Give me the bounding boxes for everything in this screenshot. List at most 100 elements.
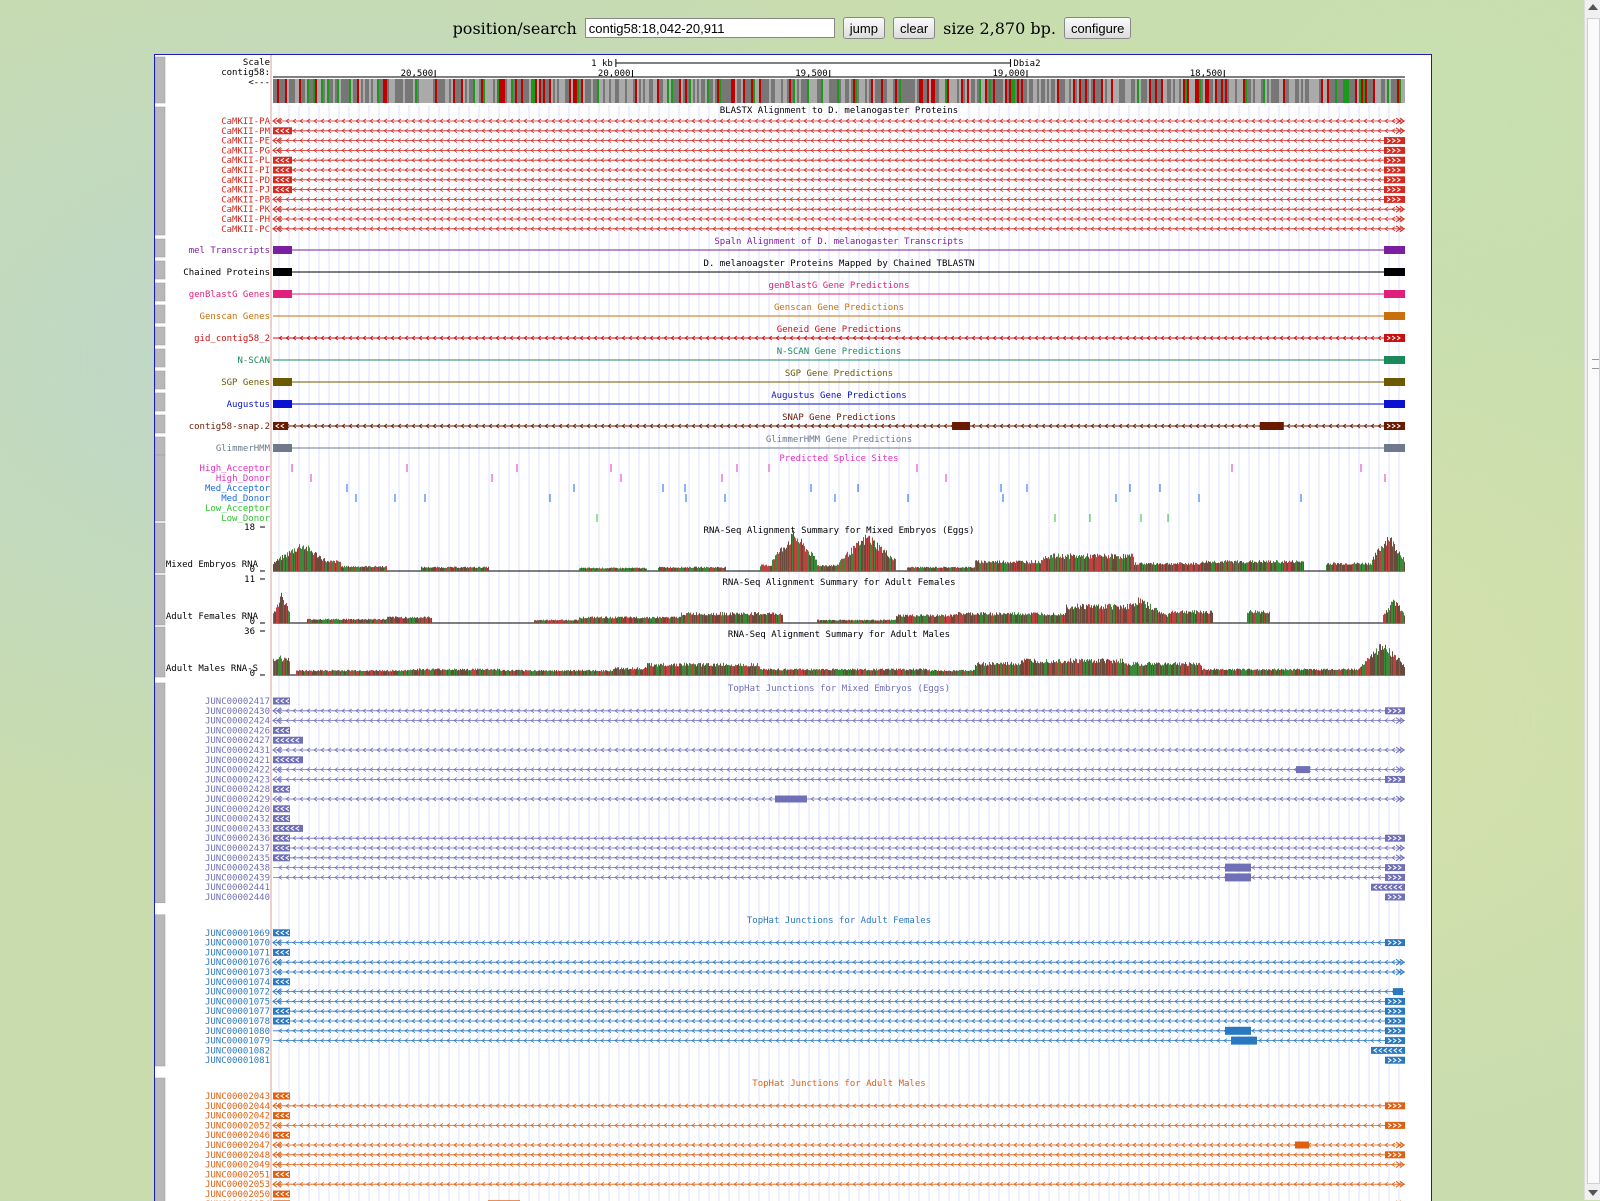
rnaseq-bar <box>573 670 574 675</box>
rnaseq-bar <box>943 567 944 571</box>
rnaseq-bar <box>350 671 351 675</box>
rnaseq-bar <box>993 615 994 623</box>
rnaseq-bar <box>771 566 772 571</box>
rnaseq-bar <box>1398 553 1399 571</box>
rnaseq-bar <box>1176 613 1177 623</box>
rnaseq-bar <box>996 663 997 675</box>
scroll-down-arrow-icon[interactable] <box>1588 1190 1598 1196</box>
rnaseq-bar <box>1054 615 1055 623</box>
rnaseq-bar <box>1144 564 1145 571</box>
rnaseq-bar <box>870 620 871 623</box>
rnaseq-bar <box>933 567 934 571</box>
rnaseq-bar <box>741 613 742 623</box>
rnaseq-bar <box>913 616 914 623</box>
base-strip-cell <box>401 79 403 103</box>
rnaseq-bar <box>596 617 597 623</box>
rnaseq-bar <box>1245 563 1246 571</box>
rnaseq-bar <box>629 617 630 623</box>
position-search-input[interactable] <box>585 18 835 38</box>
rnaseq-bar <box>1404 616 1405 623</box>
rnaseq-bar <box>1037 613 1038 623</box>
rnaseq-bar <box>1034 613 1035 623</box>
rnaseq-bar <box>1141 563 1142 571</box>
rnaseq-bar <box>635 618 636 623</box>
base-strip-cell <box>645 79 647 103</box>
rnaseq-bar <box>451 567 452 571</box>
vertical-scrollbar[interactable] <box>1584 0 1600 1200</box>
rnaseq-bar <box>500 670 501 675</box>
rnaseq-bar <box>1292 670 1293 675</box>
base-strip-cell <box>1041 79 1043 103</box>
base-strip-cell <box>939 79 941 103</box>
rnaseq-bar <box>1339 564 1340 571</box>
base-strip-cell <box>749 79 751 103</box>
base-strip-cell <box>1193 79 1195 103</box>
rnaseq-bar <box>285 604 286 623</box>
rnaseq-bar <box>311 620 312 623</box>
base-strip-cell <box>1295 79 1297 103</box>
rnaseq-bar <box>1203 611 1204 623</box>
rnaseq-bar <box>961 614 962 623</box>
rnaseq-bar <box>1206 611 1207 623</box>
base-strip-cell <box>913 79 915 103</box>
rnaseq-bar <box>1062 615 1063 623</box>
configure-button[interactable]: configure <box>1064 17 1131 39</box>
base-strip-cell <box>625 79 627 103</box>
rnaseq-bar <box>439 567 440 571</box>
rnaseq-bar <box>831 670 832 675</box>
rnaseq-bar <box>845 555 846 571</box>
rnaseq-bar <box>360 670 361 675</box>
rnaseq-bar <box>1133 604 1134 623</box>
rnaseq-bar <box>1168 614 1169 623</box>
base-strip-cell <box>1147 79 1149 103</box>
rnaseq-bar <box>757 613 758 623</box>
rnaseq-bar <box>602 568 603 571</box>
rnaseq-bar <box>273 659 274 675</box>
rnaseq-bar <box>1022 614 1023 623</box>
rnaseq-bar <box>1157 610 1158 623</box>
base-strip-cell <box>761 79 763 103</box>
rnaseq-bar <box>1202 613 1203 623</box>
rnaseq-bar <box>924 669 925 675</box>
rnaseq-bar <box>878 669 879 675</box>
base-strip-cell <box>1273 79 1275 103</box>
rnaseq-bar <box>672 568 673 571</box>
rnaseq-bar <box>763 669 764 675</box>
rnaseq-bar <box>1159 663 1160 675</box>
rnaseq-bar <box>746 614 747 623</box>
genblast-item-label: genBlastG Genes <box>189 290 270 300</box>
rnaseq-bar <box>778 615 779 623</box>
rnaseq-bar <box>758 666 759 675</box>
rnaseq-bar <box>345 671 346 675</box>
rnaseq-bar <box>976 560 977 571</box>
rnaseq-bar <box>864 545 865 571</box>
rnaseq-bar <box>288 556 289 571</box>
rnaseq-bar <box>557 620 558 623</box>
scroll-up-arrow-icon[interactable] <box>1588 4 1598 10</box>
rnaseq-bar <box>676 617 677 623</box>
rnaseq-bar <box>1219 563 1220 571</box>
rnaseq-bar <box>957 567 958 571</box>
rnaseq-bar <box>587 670 588 675</box>
rnaseq-bar <box>1165 662 1166 675</box>
jump-button[interactable]: jump <box>843 17 885 39</box>
rnaseq-bar <box>298 671 299 675</box>
rnaseq-bar <box>452 567 453 571</box>
rnaseq-bar <box>561 671 562 675</box>
rnaseq-bar <box>357 671 358 675</box>
rnaseq-bar <box>545 671 546 675</box>
rnaseq-bar <box>832 620 833 623</box>
rnaseq-bar <box>959 670 960 675</box>
base-strip-cell <box>335 79 337 103</box>
rnaseq-bar <box>827 669 828 675</box>
base-strip-cell <box>883 79 885 103</box>
rnaseq-bar <box>797 670 798 675</box>
rnaseq-bar <box>945 567 946 571</box>
rnaseq-bar <box>1087 606 1088 623</box>
scrollbar-thumb[interactable] <box>1587 18 1600 1184</box>
clear-button[interactable]: clear <box>893 17 935 39</box>
base-strip-cell <box>567 79 569 103</box>
rnaseq-bar <box>1209 562 1210 571</box>
